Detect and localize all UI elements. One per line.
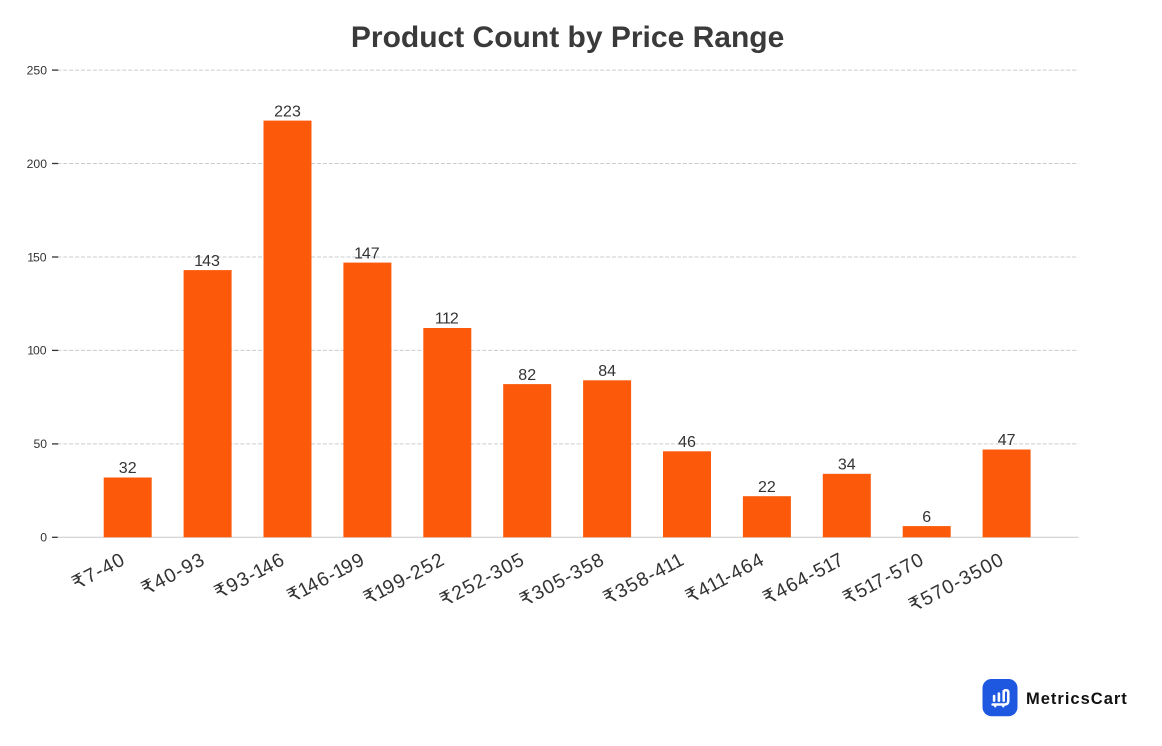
svg-text:112: 112 — [435, 311, 459, 328]
svg-text:100: 100 — [27, 344, 46, 358]
svg-text:84: 84 — [598, 363, 616, 380]
svg-text:223: 223 — [274, 103, 301, 120]
svg-text:MetricsCart: MetricsCart — [1026, 690, 1128, 708]
svg-text:6: 6 — [922, 509, 931, 526]
svg-text:Product Count by Price Range: Product Count by Price Range — [351, 21, 784, 54]
svg-text:200: 200 — [27, 157, 48, 171]
svg-text:250: 250 — [27, 63, 48, 77]
svg-text:143: 143 — [194, 253, 220, 270]
svg-text:82: 82 — [518, 367, 536, 384]
svg-text:50: 50 — [33, 437, 47, 451]
svg-text:34: 34 — [838, 457, 856, 474]
svg-text:46: 46 — [678, 434, 696, 451]
svg-text:150: 150 — [27, 250, 46, 264]
svg-text:22: 22 — [758, 479, 776, 496]
svg-text:147: 147 — [354, 245, 380, 262]
svg-text:32: 32 — [119, 460, 137, 477]
svg-text:0: 0 — [40, 531, 47, 545]
svg-text:47: 47 — [998, 432, 1016, 449]
